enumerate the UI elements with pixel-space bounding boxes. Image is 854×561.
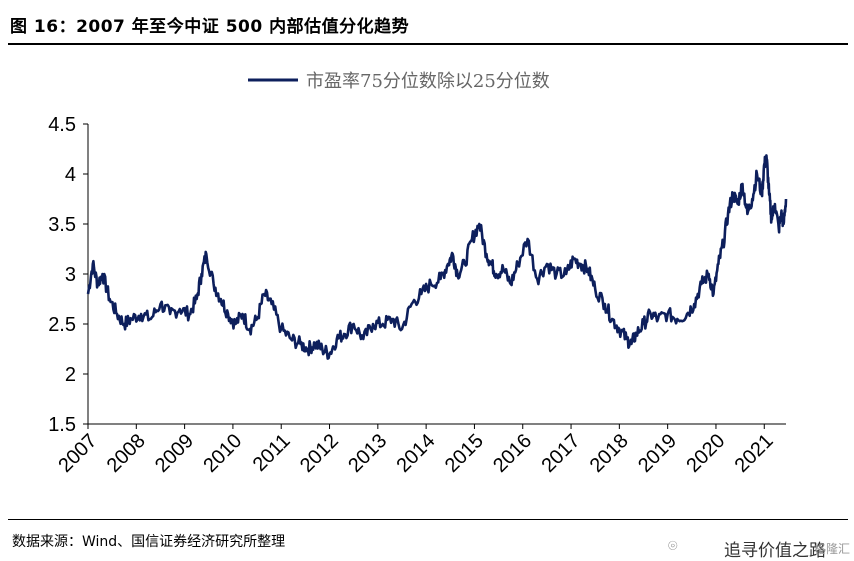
x-tick-label: 2011 — [249, 430, 295, 476]
legend-label: 市盈率75分位数除以25分位数 — [306, 71, 550, 92]
y-tick-label: 1.5 — [48, 414, 76, 436]
chart: 1.5 2 2.5 3 3.5 4 4.5 2007 2008 2009 2010 2011 2012… — [48, 71, 788, 477]
watermark: 追寻价值之路 — [724, 541, 826, 561]
chart-series — [86, 154, 788, 360]
x-tick-label: 2009 — [151, 430, 198, 477]
y-tick-label: 2.5 — [48, 314, 76, 336]
x-tick-label: 2017 — [537, 430, 584, 477]
y-tick-label: 3 — [65, 264, 76, 286]
x-tick-label: 2021 — [731, 430, 778, 477]
x-tick-label: 2007 — [54, 430, 101, 477]
chart-legend: 市盈率75分位数除以25分位数 — [248, 71, 550, 92]
x-tick-label: 2018 — [586, 430, 633, 477]
x-axis-ticks: 2007 2008 2009 2010 2011 2012 2013 2014 2015 2016… — [54, 424, 778, 477]
y-tick-label: 2 — [65, 364, 76, 386]
y-tick-label: 4.5 — [48, 114, 76, 136]
x-tick-label: 2019 — [634, 430, 681, 477]
figure-title: 图 16：2007 年至今中证 500 内部估值分化趋势 — [10, 17, 410, 37]
x-tick-label: 2015 — [441, 430, 488, 477]
series-line — [86, 154, 788, 360]
x-tick-label: 2014 — [393, 430, 440, 477]
wechat-icon: ⌾ — [668, 536, 678, 555]
x-tick-label: 2013 — [344, 430, 391, 477]
title-divider — [8, 43, 848, 45]
x-tick-label: 2008 — [103, 430, 150, 477]
x-tick-label: 2016 — [489, 430, 536, 477]
data-source: 数据来源：Wind、国信证券经济研究所整理 — [12, 534, 286, 550]
watermark-secondary: 格隆汇 — [813, 542, 850, 556]
x-tick-label: 2020 — [682, 430, 729, 477]
y-tick-label: 4 — [65, 164, 76, 186]
y-axis-ticks: 1.5 2 2.5 3 3.5 4 4.5 — [48, 114, 88, 436]
source-divider — [8, 519, 848, 520]
y-tick-label: 3.5 — [48, 214, 76, 236]
x-tick-label: 2010 — [199, 430, 246, 477]
chart-axes — [87, 124, 786, 425]
x-tick-label: 2012 — [296, 430, 343, 477]
